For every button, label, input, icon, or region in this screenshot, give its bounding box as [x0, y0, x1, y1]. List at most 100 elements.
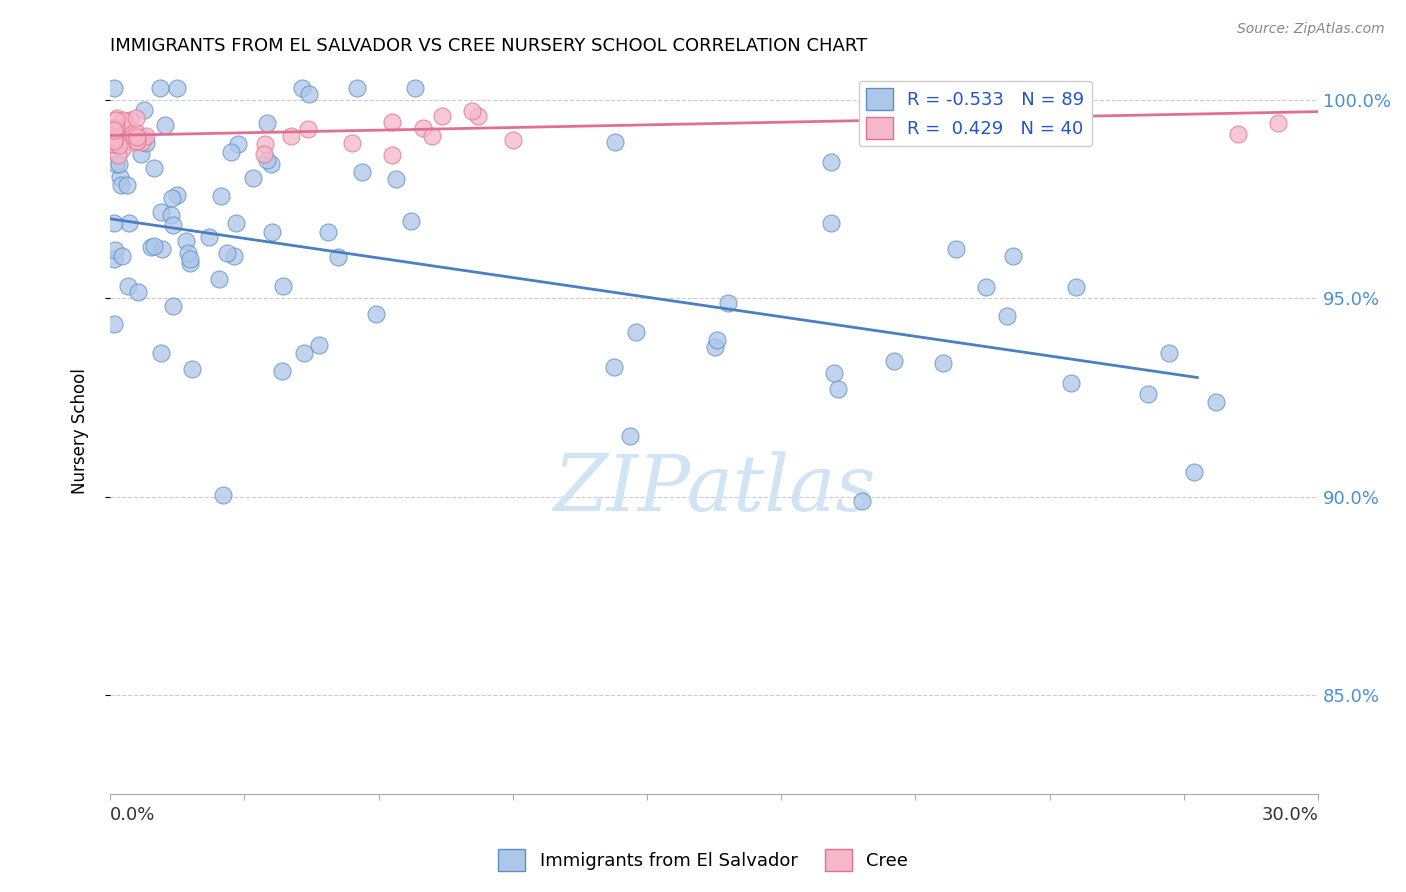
Point [103, 122, 125, 136]
Point [162, 300, 184, 314]
Point [103, 137, 125, 152]
Point [108, 138, 131, 153]
Point [280, 129, 302, 144]
Point [103, 317, 125, 331]
Point [103, 80, 125, 95]
Point [384, 171, 406, 186]
Point [291, 80, 314, 95]
Point [932, 356, 955, 370]
Point [316, 225, 339, 239]
Point [104, 138, 127, 153]
Point [1159, 346, 1181, 360]
Text: ZIPatlas: ZIPatlas [553, 451, 876, 527]
Point [603, 359, 626, 374]
Point [198, 230, 221, 244]
Point [851, 494, 873, 508]
Y-axis label: Nursery School: Nursery School [72, 368, 89, 494]
Point [273, 279, 295, 293]
Point [135, 129, 157, 144]
Point [103, 121, 125, 136]
Point [823, 366, 845, 380]
Point [166, 80, 188, 95]
Point [997, 310, 1019, 324]
Point [292, 346, 315, 360]
Point [150, 346, 173, 360]
Point [1205, 395, 1227, 409]
Text: Source: ZipAtlas.com: Source: ZipAtlas.com [1237, 22, 1385, 37]
Point [883, 353, 905, 368]
Point [127, 285, 149, 299]
Point [1226, 127, 1249, 141]
Point [142, 161, 165, 176]
Point [253, 147, 276, 161]
Point [114, 133, 136, 147]
Point [619, 429, 641, 443]
Point [270, 364, 292, 378]
Point [1064, 279, 1087, 293]
Point [297, 122, 319, 136]
Point [1267, 116, 1289, 130]
Point [820, 155, 842, 169]
Point [132, 103, 155, 118]
Point [179, 256, 201, 270]
Point [704, 340, 727, 354]
Point [104, 244, 127, 258]
Point [125, 111, 148, 125]
Point [366, 307, 388, 321]
Point [150, 242, 173, 256]
Point [226, 137, 249, 152]
Point [104, 121, 127, 136]
Text: 30.0%: 30.0% [1261, 806, 1319, 824]
Point [105, 130, 128, 145]
Point [1001, 249, 1024, 263]
Point [104, 156, 127, 170]
Legend: R = -0.533   N = 89, R =  0.429   N = 40: R = -0.533 N = 89, R = 0.429 N = 40 [859, 80, 1091, 146]
Point [256, 153, 278, 167]
Point [215, 246, 238, 260]
Point [115, 178, 138, 192]
Point [103, 131, 125, 145]
Point [404, 80, 426, 95]
Point [346, 80, 368, 95]
Point [105, 113, 128, 128]
Point [945, 242, 967, 256]
Point [974, 279, 997, 293]
Point [225, 216, 247, 230]
Point [179, 252, 201, 267]
Point [1060, 376, 1083, 391]
Point [117, 279, 139, 293]
Point [105, 125, 128, 139]
Point [166, 187, 188, 202]
Point [114, 114, 136, 128]
Point [412, 121, 434, 136]
Point [181, 362, 204, 376]
Point [208, 271, 231, 285]
Point [399, 214, 422, 228]
Point [118, 112, 141, 127]
Point [125, 129, 148, 144]
Point [162, 219, 184, 233]
Point [150, 205, 173, 219]
Point [135, 136, 157, 150]
Point [103, 134, 125, 148]
Point [502, 133, 524, 147]
Point [256, 116, 278, 130]
Point [108, 157, 131, 171]
Point [160, 191, 183, 205]
Point [125, 125, 148, 139]
Point [350, 165, 373, 179]
Point [420, 128, 443, 143]
Point [110, 178, 132, 193]
Point [706, 333, 728, 347]
Point [129, 146, 152, 161]
Point [118, 216, 141, 230]
Point [105, 111, 128, 125]
Point [340, 136, 363, 151]
Point [107, 148, 129, 162]
Legend: Immigrants from El Salvador, Cree: Immigrants from El Salvador, Cree [491, 842, 915, 879]
Point [381, 115, 404, 129]
Point [717, 296, 740, 310]
Text: 0.0%: 0.0% [110, 806, 156, 824]
Point [467, 109, 489, 123]
Point [149, 80, 172, 95]
